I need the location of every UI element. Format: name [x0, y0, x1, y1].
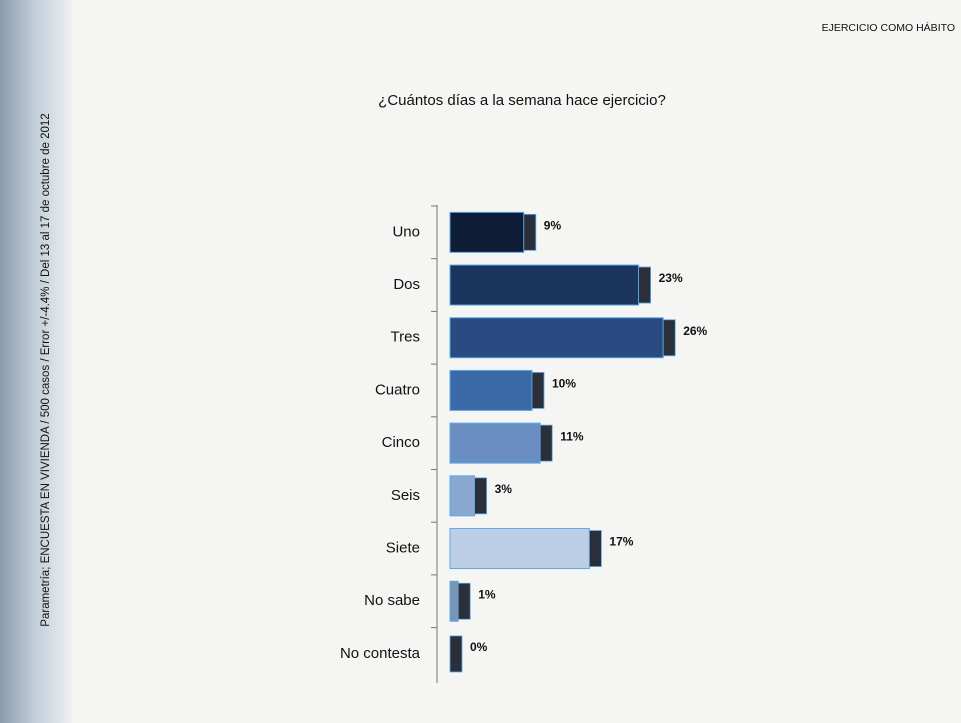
category-label: Seis — [391, 487, 420, 504]
value-label: 26% — [683, 324, 707, 338]
header: EJERCICIO COMO HÁBITO — [822, 21, 955, 34]
category-label: No sabe — [364, 592, 420, 609]
bar — [449, 369, 533, 411]
category-label: Siete — [386, 540, 420, 557]
bar — [449, 528, 590, 570]
value-label: 11% — [560, 429, 584, 443]
value-label: 9% — [544, 219, 562, 233]
category-label: Cuatro — [375, 381, 420, 398]
bar — [449, 580, 459, 622]
bar — [449, 264, 640, 306]
bar-side — [474, 477, 488, 515]
bar — [449, 422, 541, 464]
bar-side — [662, 319, 676, 357]
value-label: 0% — [470, 640, 488, 654]
category-label: Uno — [392, 223, 420, 240]
bar-side — [449, 635, 463, 673]
side-strip — [0, 0, 72, 723]
value-label: 23% — [659, 271, 683, 285]
category-label: Tres — [391, 329, 420, 346]
bar — [449, 475, 476, 517]
bar-side — [531, 372, 545, 409]
bar-side — [589, 530, 602, 567]
value-label: 17% — [609, 535, 633, 549]
bar-side — [539, 424, 553, 462]
bar-side — [523, 213, 537, 251]
bar-side — [638, 266, 651, 304]
category-label: Cinco — [382, 434, 420, 451]
chart-title: ¿Cuántos días a la semana hace ejercicio… — [378, 92, 666, 109]
category-label: No contesta — [340, 645, 421, 662]
bar-side — [457, 582, 471, 620]
bar — [449, 211, 525, 253]
value-label: 3% — [495, 482, 513, 496]
value-label: 10% — [552, 377, 576, 391]
bar — [449, 317, 664, 359]
side-note: Parametría; ENCUESTA EN VIVIENDA / 500 c… — [40, 113, 52, 626]
value-label: 1% — [478, 587, 496, 601]
category-label: Dos — [393, 276, 420, 293]
